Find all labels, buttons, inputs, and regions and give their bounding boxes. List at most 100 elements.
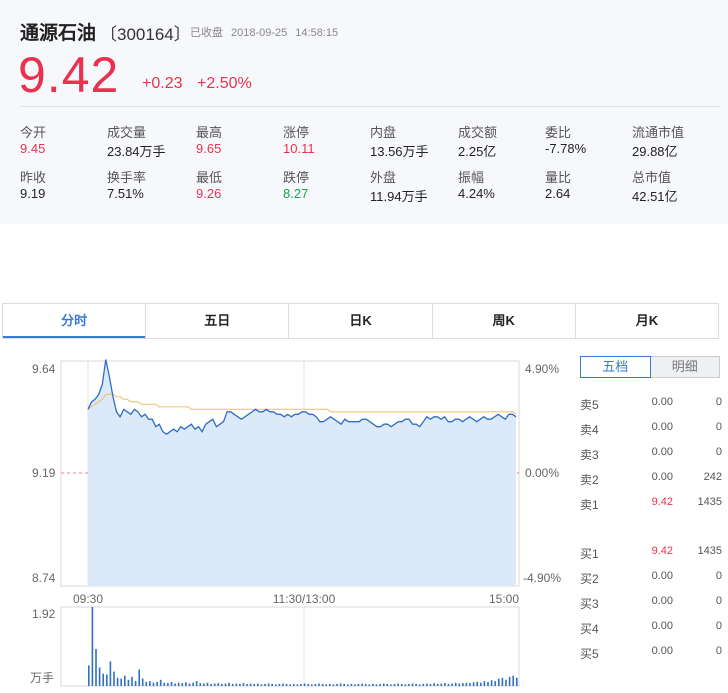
level-label: 买5 — [580, 647, 599, 661]
x-tick-midday: 11:30/13:00 — [273, 592, 336, 606]
tab-daily-k[interactable]: 日K — [288, 304, 431, 338]
volume-bar — [372, 683, 374, 686]
stat-label: 最高 — [196, 125, 223, 140]
level-volume: 0 — [715, 421, 722, 433]
volume-bar — [404, 684, 407, 686]
order-book-tabs: 五档 明细 — [580, 356, 720, 378]
volume-bar — [393, 683, 396, 686]
level-label: 卖4 — [580, 423, 599, 437]
stat-value: 7.51% — [107, 186, 144, 201]
volume-bar — [188, 683, 191, 686]
current-price: 9.42 — [18, 47, 120, 103]
tab-details[interactable]: 明细 — [650, 356, 720, 378]
volume-plot-frame — [60, 606, 520, 687]
volume-bar — [275, 684, 277, 686]
stat-value: 9.45 — [20, 141, 46, 156]
volume-bar — [88, 665, 90, 686]
volume-bar — [260, 684, 263, 686]
volume-bar — [106, 674, 108, 686]
ask-row: 卖4 0.00 0 — [580, 421, 728, 441]
stat-value: 23.84万手 — [107, 144, 166, 159]
volume-bar — [285, 683, 288, 686]
volume-bar — [411, 683, 414, 686]
volume-bar — [480, 682, 482, 686]
bid-row: 买4 0.00 0 — [580, 620, 728, 640]
level-price: 0.00 — [651, 645, 673, 657]
volume-bar — [174, 683, 176, 686]
stat-value: 10.11 — [283, 141, 315, 156]
volume-bar — [149, 681, 151, 686]
volume-bar — [113, 671, 115, 686]
tab-five-day[interactable]: 五日 — [145, 304, 288, 338]
volume-bar — [440, 683, 443, 686]
level-volume: 0 — [715, 620, 722, 632]
level-volume: 242 — [703, 471, 722, 483]
level-label: 买2 — [580, 572, 599, 586]
stat-label: 流通市值 — [632, 125, 685, 140]
level-label: 卖5 — [580, 398, 599, 412]
stat-label: 振幅 — [458, 170, 485, 185]
level-volume: 0 — [715, 645, 722, 657]
level-price: 9.42 — [651, 496, 673, 508]
stat-label: 涨停 — [283, 125, 310, 140]
volume-bar — [469, 683, 471, 686]
volume-bar — [131, 676, 133, 686]
stat-label: 最低 — [196, 170, 223, 185]
stat-label: 今开 — [20, 125, 47, 140]
tab-monthly-k[interactable]: 月K — [574, 304, 718, 338]
volume-bar — [167, 683, 169, 686]
volume-bar — [429, 683, 432, 686]
volume-bar — [145, 681, 148, 686]
bid-row: 买2 0.00 0 — [580, 570, 728, 590]
volume-bar — [339, 683, 342, 686]
level-price: 9.42 — [651, 545, 673, 557]
ask-row: 卖5 0.00 0 — [580, 396, 728, 416]
stat-value: 11.94万手 — [370, 189, 428, 204]
level-volume: 1435 — [697, 496, 722, 508]
level-label: 卖3 — [580, 448, 599, 462]
volume-bar — [487, 681, 489, 686]
volume-bar — [203, 683, 205, 686]
tab-five-levels[interactable]: 五档 — [580, 356, 651, 378]
tab-intraday[interactable]: 分时 — [3, 304, 146, 338]
level-volume: 0 — [715, 570, 722, 582]
stat-label: 外盘 — [370, 170, 397, 185]
volume-bar — [318, 683, 320, 686]
stat-label: 昨收 — [20, 170, 47, 185]
volume-bar — [444, 683, 446, 686]
volume-bar — [354, 684, 356, 686]
volume-bar — [364, 683, 367, 686]
volume-bar — [415, 683, 417, 686]
volume-bar — [418, 684, 421, 686]
level-price: 0.00 — [651, 471, 673, 483]
volume-bar — [483, 681, 486, 686]
volume-bar — [120, 678, 122, 686]
volume-bar — [224, 683, 227, 686]
volume-bar — [271, 683, 273, 686]
level-price: 0.00 — [651, 595, 673, 607]
level-label: 买4 — [580, 622, 599, 636]
level-volume: 0 — [715, 595, 722, 607]
volume-bar — [293, 683, 295, 686]
stat-value: 13.56万手 — [370, 144, 429, 159]
volume-bar — [217, 683, 220, 686]
volume-bars — [88, 607, 518, 686]
level-price: 0.00 — [651, 421, 673, 433]
volume-bar — [490, 680, 493, 686]
x-tick-close: 15:00 — [489, 592, 519, 606]
volume-bar — [199, 683, 202, 686]
bid-row: 买3 0.00 0 — [580, 595, 728, 615]
ask-row: 卖1 9.42 1435 — [580, 496, 728, 516]
volume-bar — [361, 683, 363, 686]
level-volume: 1435 — [697, 545, 722, 557]
status-time: 14:58:15 — [295, 27, 339, 39]
volume-bar — [246, 683, 248, 686]
volume-bar — [454, 682, 457, 686]
volume-bar — [152, 682, 155, 686]
stat-value: 29.88亿 — [632, 144, 678, 159]
tab-weekly-k[interactable]: 周K — [431, 304, 575, 338]
volume-bar — [400, 683, 403, 686]
volume-tick-max: 1.92 — [32, 607, 56, 621]
volume-bar — [267, 683, 270, 686]
volume-bar — [505, 679, 507, 686]
